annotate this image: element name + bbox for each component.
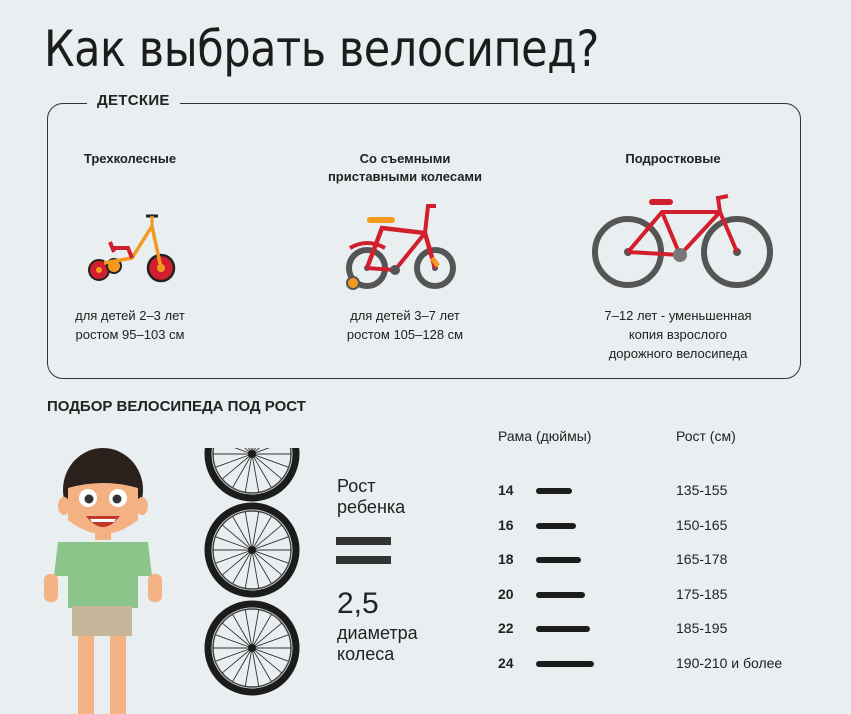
kids-column-training-wheels-desc: для детей 3–7 лет ростом 105–128 см bbox=[305, 306, 505, 344]
kids-column-tricycle-desc: для детей 2–3 лет ростом 95–103 см bbox=[40, 306, 220, 344]
wheel-icon bbox=[204, 502, 300, 598]
column-desc-line: 7–12 лет - уменьшенная bbox=[604, 308, 752, 323]
frame-size-value: 20 bbox=[498, 585, 514, 602]
column-desc-line: копия взрослого bbox=[628, 327, 728, 342]
frame-column-header: Рама (дюймы) bbox=[498, 428, 592, 444]
frame-size-value: 22 bbox=[498, 620, 514, 637]
height-range-value: 190-210 и более bbox=[676, 655, 783, 671]
frame-size-value: 24 bbox=[498, 655, 514, 671]
kids-column-tricycle: Трехколесные bbox=[40, 150, 220, 168]
kids-section-box bbox=[47, 103, 801, 379]
equals-sign-top bbox=[336, 537, 391, 545]
kids-section-label: ДЕТСКИЕ bbox=[87, 92, 180, 109]
sizing-section-title: ПОДБОР ВЕЛОСИПЕДА ПОД РОСТ bbox=[47, 398, 306, 415]
wheel-icon bbox=[204, 600, 300, 696]
wheel-icon bbox=[204, 448, 300, 502]
column-desc-line: дорожного велосипеда bbox=[608, 346, 748, 361]
frame-size-bar bbox=[536, 557, 581, 564]
tricycle-icon bbox=[88, 214, 176, 283]
formula-line: Рост bbox=[337, 476, 376, 496]
training-wheels-bike-icon bbox=[346, 204, 456, 290]
column-title: приставными колесами bbox=[327, 169, 483, 184]
kids-column-teen-desc: 7–12 лет - уменьшенная копия взрослого д… bbox=[578, 306, 778, 363]
kids-column-teen: Подростковые bbox=[583, 150, 763, 168]
column-title: Трехколесные bbox=[83, 151, 177, 166]
column-desc-line: ростом 95–103 см bbox=[75, 327, 185, 342]
frame-size-bar bbox=[536, 522, 577, 529]
column-title: Со съемными bbox=[359, 151, 451, 166]
formula-line: колеса bbox=[337, 644, 395, 664]
height-range-value: 185-195 bbox=[676, 620, 728, 637]
frame-size-value: 14 bbox=[498, 482, 514, 498]
frame-size-value: 16 bbox=[498, 516, 514, 533]
height-range-value: 175-185 bbox=[676, 585, 728, 602]
frame-size-bar bbox=[536, 591, 586, 598]
boy-icon bbox=[44, 448, 162, 714]
column-desc-line: ростом 105–128 см bbox=[346, 327, 464, 342]
column-desc-line: для детей 3–7 лет bbox=[350, 308, 460, 323]
frame-size-bar bbox=[536, 488, 572, 494]
height-range-value: 135-155 bbox=[676, 482, 728, 498]
column-title: Подростковые bbox=[625, 151, 721, 166]
page-title: Как выбрать велосипед? bbox=[44, 20, 599, 78]
frame-size-bar bbox=[536, 626, 590, 633]
height-range-value: 150-165 bbox=[676, 516, 728, 533]
formula-number: 2,5 bbox=[337, 587, 379, 620]
formula-line: диаметра bbox=[337, 623, 418, 643]
wheel-stack bbox=[204, 448, 300, 696]
column-desc-line: для детей 2–3 лет bbox=[75, 308, 185, 323]
height-range-value: 165-178 bbox=[676, 551, 728, 568]
kids-column-training-wheels: Со съемными приставными колесами bbox=[305, 150, 505, 186]
equals-sign-bottom bbox=[336, 556, 391, 564]
teen-bike-icon bbox=[592, 194, 773, 288]
formula-line: ребенка bbox=[337, 497, 406, 517]
height-column-header: Рост (см) bbox=[676, 428, 736, 444]
frame-size-value: 18 bbox=[498, 551, 514, 568]
frame-size-bar bbox=[536, 661, 594, 667]
